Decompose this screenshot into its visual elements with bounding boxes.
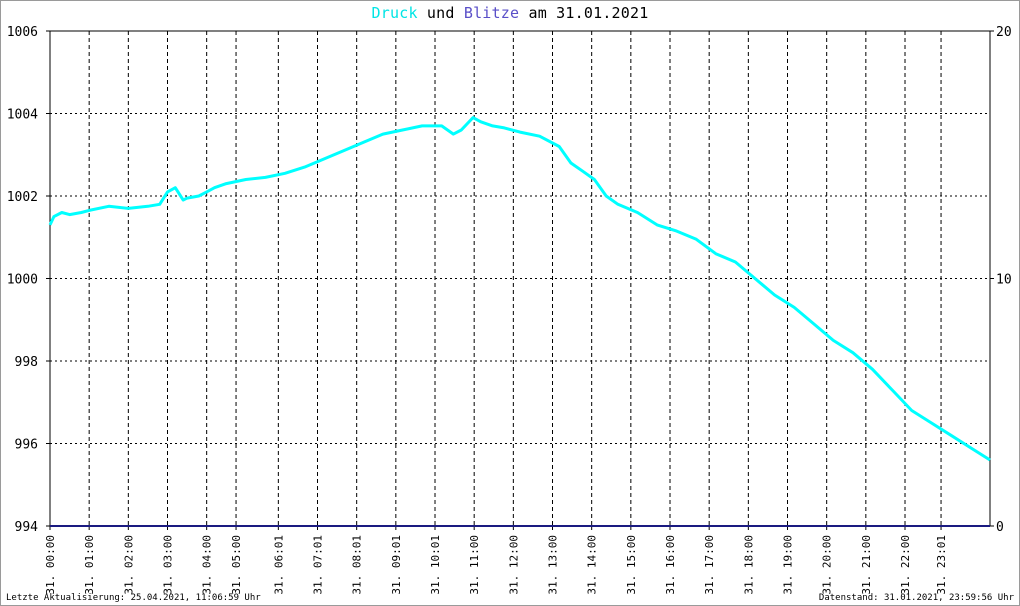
x-tick-label: 31. 22:00 xyxy=(899,535,912,595)
x-tick-label: 31. 04:00 xyxy=(201,535,214,595)
right-tick-label: 20 xyxy=(996,25,1012,40)
right-tick-label: 10 xyxy=(996,273,1012,288)
x-tick-label: 31. 10:01 xyxy=(429,535,442,595)
x-tick-label: 31. 07:01 xyxy=(312,535,325,595)
left-y-axis: 994 996 998 1000 1002 1004 1006 xyxy=(7,25,50,535)
chart-title: Druck und Blitze am 31.01.2021 xyxy=(0,4,1020,22)
left-tick-label: 996 xyxy=(15,438,38,453)
title-date-prefix: am xyxy=(528,4,547,22)
left-tick-label: 1006 xyxy=(7,25,38,40)
x-tick-label: 31. 12:00 xyxy=(507,535,520,595)
right-y-axis: 0 10 20 xyxy=(990,25,1012,535)
x-tick-label: 31. 21:00 xyxy=(860,535,873,595)
x-tick-label: 31. 15:00 xyxy=(625,535,638,595)
left-tick-label: 998 xyxy=(15,355,38,370)
x-tick-label: 31. 16:00 xyxy=(664,535,677,595)
x-tick-label: 31. 08:01 xyxy=(351,535,364,595)
x-axis: 31. 00:00 31. 01:00 31. 02:00 31. 03:00 31. … xyxy=(44,526,948,595)
x-tick-label: 31. 20:00 xyxy=(821,535,834,595)
x-tick-label: 31. 23:01 xyxy=(935,535,948,595)
x-tick-label: 31. 19:00 xyxy=(782,535,795,595)
x-tick-label: 31. 05:00 xyxy=(230,535,243,595)
left-tick-label: 1004 xyxy=(7,108,38,123)
x-tick-label: 31. 13:00 xyxy=(547,535,560,595)
left-tick-label: 994 xyxy=(15,520,39,535)
x-tick-label: 31. 03:00 xyxy=(162,535,175,595)
series-druck-line xyxy=(48,116,991,462)
footer-data-timestamp: Datenstand: 31.01.2021, 23:59:56 Uhr xyxy=(818,593,1014,603)
x-tick-label: 31. 09:01 xyxy=(390,535,403,595)
title-date: 31.01.2021 xyxy=(556,4,649,22)
x-tick-label: 31. 02:00 xyxy=(122,535,135,595)
title-conjunction: und xyxy=(426,4,455,22)
x-tick-label: 31. 14:00 xyxy=(586,535,599,595)
left-tick-label: 1000 xyxy=(7,273,38,288)
footer-last-update: Letzte Aktualisierung: 25.04.2021, 11:06… xyxy=(6,593,261,603)
left-tick-label: 1002 xyxy=(7,190,38,205)
title-series-druck: Druck xyxy=(371,4,418,22)
x-tick-label: 31. 18:00 xyxy=(742,535,755,595)
x-tick-label: 31. 11:00 xyxy=(468,535,481,595)
x-tick-label: 31. 01:00 xyxy=(83,535,96,595)
x-tick-label: 31. 00:00 xyxy=(44,535,57,595)
title-series-blitze: Blitze xyxy=(463,4,520,22)
x-tick-label: 31. 06:01 xyxy=(272,535,285,595)
right-tick-label: 0 xyxy=(996,520,1004,535)
series-lines xyxy=(48,116,991,527)
x-tick-label: 31. 17:00 xyxy=(703,535,716,595)
grid xyxy=(49,30,991,527)
